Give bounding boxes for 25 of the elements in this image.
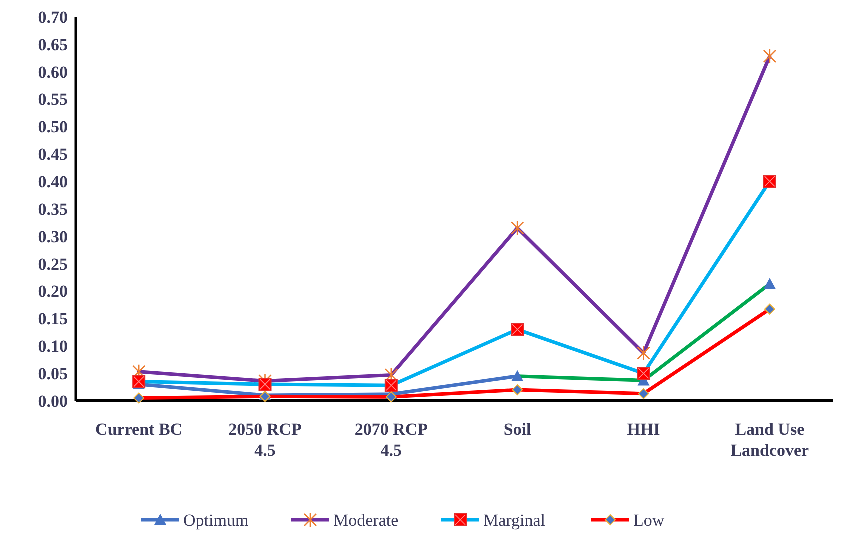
y-tick-label: 0.55 [38, 90, 68, 110]
y-tick-label: 0.70 [38, 8, 68, 27]
x-tick-label: Soil [504, 420, 532, 439]
legend-label: Optimum [184, 510, 249, 530]
y-tick-label: 0.65 [38, 35, 68, 54]
x-tick-label: 2070 RCP 4.5 [354, 420, 428, 460]
y-tick-label: 0.15 [38, 310, 68, 329]
legend-label: Low [634, 510, 666, 530]
x-tick-label: 2050 RCP 4.5 [228, 420, 302, 460]
y-tick-label: 0.25 [38, 254, 68, 274]
y-tick-label: 0.45 [38, 145, 68, 164]
y-tick-label: 0.60 [38, 62, 68, 82]
y-tick-label: 0.50 [38, 118, 68, 137]
x-tick-label: HHI [627, 420, 661, 439]
y-tick-label: 0.20 [38, 282, 68, 302]
y-tick-label: 0.40 [38, 172, 68, 192]
x-tick-label: Current BC [96, 420, 183, 439]
legend-label: Marginal [484, 510, 546, 530]
y-tick-label: 0.00 [38, 392, 68, 411]
legend-label: Moderate [334, 510, 399, 530]
x-tick-label: Land Use Landcover [730, 420, 810, 460]
y-tick-label: 0.05 [38, 364, 68, 384]
y-tick-label: 0.30 [38, 227, 68, 246]
y-tick-label: 0.35 [38, 200, 68, 219]
y-tick-label: 0.10 [38, 337, 68, 356]
